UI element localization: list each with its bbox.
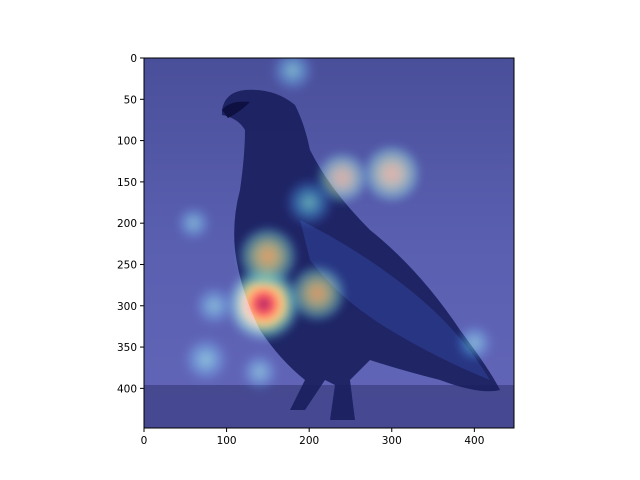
y-axis: 0 50 100 150 200 250 300 350 400 bbox=[117, 53, 144, 395]
y-tick-label: 200 bbox=[117, 218, 137, 230]
heat-spot bbox=[175, 204, 212, 242]
x-tick-label: 0 bbox=[141, 435, 148, 447]
heat-spot bbox=[239, 352, 280, 392]
heat-spot bbox=[287, 263, 348, 323]
axes-frame bbox=[143, 57, 515, 429]
y-tick-label: 0 bbox=[130, 53, 137, 65]
x-tick-label: 300 bbox=[382, 435, 402, 447]
x-tick-label: 100 bbox=[217, 435, 237, 447]
y-tick-label: 400 bbox=[117, 383, 137, 395]
y-tick-label: 300 bbox=[117, 301, 137, 313]
heat-spot bbox=[454, 323, 495, 363]
ground-strip bbox=[144, 385, 514, 428]
bird-wing bbox=[300, 220, 490, 380]
x-tick-label: 200 bbox=[299, 435, 319, 447]
heat-spot bbox=[361, 143, 422, 204]
y-tick-label: 350 bbox=[117, 342, 137, 354]
heat-spot bbox=[270, 58, 316, 93]
x-axis: 0 100 200 300 400 bbox=[141, 428, 484, 447]
heat-spot bbox=[193, 284, 236, 327]
heat-spot bbox=[236, 225, 299, 288]
y-tick-label: 250 bbox=[117, 259, 137, 271]
y-tick-label: 50 bbox=[124, 94, 137, 106]
bird-beak bbox=[222, 101, 250, 118]
y-tick-label: 100 bbox=[117, 136, 137, 148]
heat-spot bbox=[283, 177, 335, 228]
heat-spot bbox=[181, 335, 230, 384]
image-plot-area bbox=[144, 58, 514, 428]
heat-spot bbox=[225, 266, 302, 343]
x-tick-label: 400 bbox=[464, 435, 484, 447]
attention-heatmap-overlay bbox=[175, 58, 495, 392]
y-tick-label: 150 bbox=[117, 177, 137, 189]
